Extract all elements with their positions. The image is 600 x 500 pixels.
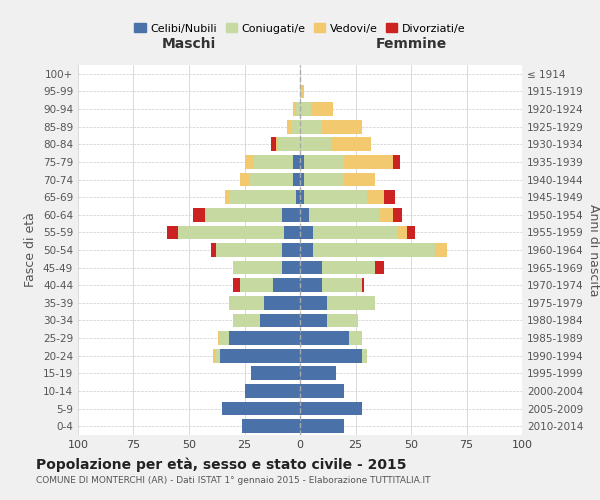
Bar bbox=[300, 138, 331, 151]
Text: COMUNE DI MONTERCHI (AR) - Dati ISTAT 1° gennaio 2015 - Elaborazione TUTTITALIA.: COMUNE DI MONTERCHI (AR) - Dati ISTAT 1°… bbox=[36, 476, 431, 485]
Bar bbox=[214, 349, 215, 362]
Bar bbox=[367, 190, 385, 204]
Bar bbox=[313, 226, 398, 239]
Bar bbox=[233, 260, 282, 274]
Bar bbox=[300, 190, 304, 204]
Bar bbox=[242, 420, 300, 433]
Bar bbox=[300, 420, 344, 433]
Bar bbox=[300, 384, 344, 398]
Bar bbox=[393, 208, 402, 222]
Bar bbox=[229, 296, 265, 310]
Bar bbox=[304, 190, 367, 204]
Y-axis label: Fasce di età: Fasce di età bbox=[25, 212, 37, 288]
Bar bbox=[260, 314, 300, 328]
Bar bbox=[220, 349, 300, 362]
Bar bbox=[293, 102, 296, 116]
Bar bbox=[296, 102, 300, 116]
Bar bbox=[309, 208, 380, 222]
Bar bbox=[300, 349, 362, 362]
Bar bbox=[326, 314, 358, 328]
Bar bbox=[296, 190, 300, 204]
Bar bbox=[240, 278, 274, 292]
Bar bbox=[251, 366, 300, 380]
Bar bbox=[349, 331, 362, 345]
Bar bbox=[376, 260, 385, 274]
Bar bbox=[300, 120, 322, 134]
Bar bbox=[300, 314, 326, 328]
Bar bbox=[229, 190, 296, 204]
Bar bbox=[380, 208, 393, 222]
Bar bbox=[245, 384, 300, 398]
Bar bbox=[218, 331, 220, 345]
Bar bbox=[167, 226, 178, 239]
Bar bbox=[300, 278, 322, 292]
Text: Maschi: Maschi bbox=[162, 37, 216, 51]
Bar bbox=[220, 331, 229, 345]
Bar bbox=[300, 260, 322, 274]
Bar bbox=[223, 402, 300, 415]
Bar bbox=[331, 138, 371, 151]
Bar bbox=[240, 172, 249, 186]
Bar bbox=[215, 243, 282, 257]
Bar bbox=[313, 243, 436, 257]
Bar bbox=[278, 138, 300, 151]
Bar bbox=[436, 243, 446, 257]
Bar bbox=[291, 120, 300, 134]
Bar bbox=[233, 314, 260, 328]
Bar bbox=[326, 296, 376, 310]
Bar bbox=[300, 402, 362, 415]
Bar bbox=[304, 155, 344, 169]
Bar bbox=[293, 172, 300, 186]
Bar bbox=[215, 349, 220, 362]
Bar bbox=[300, 84, 302, 98]
Bar bbox=[322, 260, 376, 274]
Bar bbox=[253, 155, 293, 169]
Bar bbox=[287, 120, 291, 134]
Legend: Celibi/Nubili, Coniugati/e, Vedovi/e, Divorziati/e: Celibi/Nubili, Coniugati/e, Vedovi/e, Di… bbox=[130, 19, 470, 38]
Bar bbox=[407, 226, 415, 239]
Bar bbox=[224, 190, 229, 204]
Text: Popolazione per età, sesso e stato civile - 2015: Popolazione per età, sesso e stato civil… bbox=[36, 458, 407, 472]
Bar bbox=[284, 226, 300, 239]
Bar bbox=[233, 278, 240, 292]
Bar bbox=[274, 278, 300, 292]
Bar bbox=[293, 155, 300, 169]
Bar bbox=[245, 155, 253, 169]
Bar bbox=[300, 331, 349, 345]
Y-axis label: Anni di nascita: Anni di nascita bbox=[587, 204, 600, 296]
Bar bbox=[271, 138, 275, 151]
Bar bbox=[322, 120, 362, 134]
Bar bbox=[311, 102, 334, 116]
Bar bbox=[193, 208, 205, 222]
Bar bbox=[249, 172, 293, 186]
Bar bbox=[300, 243, 313, 257]
Bar bbox=[393, 155, 400, 169]
Bar bbox=[304, 172, 344, 186]
Bar bbox=[211, 243, 215, 257]
Bar bbox=[300, 208, 309, 222]
Bar bbox=[282, 208, 300, 222]
Bar bbox=[229, 331, 300, 345]
Bar bbox=[282, 260, 300, 274]
Bar bbox=[362, 278, 364, 292]
Bar bbox=[362, 349, 367, 362]
Bar bbox=[385, 190, 395, 204]
Bar bbox=[300, 155, 304, 169]
Bar bbox=[282, 243, 300, 257]
Bar bbox=[275, 138, 278, 151]
Bar bbox=[398, 226, 407, 239]
Bar bbox=[344, 172, 376, 186]
Bar bbox=[302, 84, 304, 98]
Bar bbox=[300, 366, 335, 380]
Bar bbox=[300, 172, 304, 186]
Text: Femmine: Femmine bbox=[376, 37, 446, 51]
Bar bbox=[178, 226, 284, 239]
Bar bbox=[265, 296, 300, 310]
Bar bbox=[300, 296, 326, 310]
Bar bbox=[205, 208, 282, 222]
Bar bbox=[300, 102, 311, 116]
Bar bbox=[322, 278, 362, 292]
Bar bbox=[344, 155, 393, 169]
Bar bbox=[300, 226, 313, 239]
